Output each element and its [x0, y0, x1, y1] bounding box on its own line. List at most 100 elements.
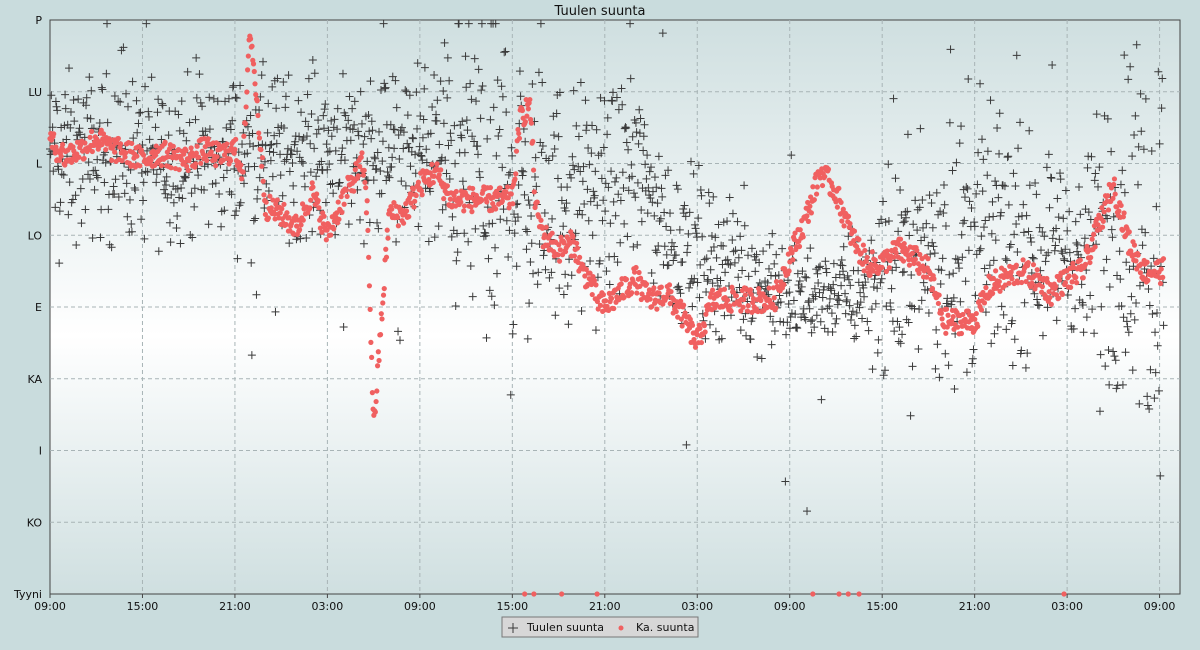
point-tuulen-suunta	[827, 286, 836, 295]
point-tuulen-suunta	[157, 135, 166, 144]
point-tuulen-suunta	[1043, 303, 1052, 312]
point-ka-suunta	[574, 240, 580, 246]
point-ka-suunta	[300, 217, 306, 223]
point-ka-suunta	[380, 292, 387, 298]
point-tuulen-suunta	[515, 67, 524, 76]
point-tuulen-suunta	[123, 212, 132, 221]
point-tuulen-suunta	[1129, 262, 1138, 271]
point-tuulen-suunta	[333, 104, 342, 113]
point-ka-suunta	[681, 302, 687, 308]
point-tuulen-suunta	[192, 93, 201, 102]
point-tuulen-suunta	[652, 183, 661, 192]
point-tuulen-suunta	[232, 207, 241, 216]
point-ka-suunta	[411, 204, 417, 210]
point-tuulen-suunta	[490, 301, 499, 310]
point-tuulen-suunta	[873, 284, 882, 293]
point-tuulen-suunta	[406, 162, 415, 171]
point-ka-suunta	[239, 176, 245, 182]
point-tuulen-suunta	[1078, 301, 1087, 310]
point-tuulen-suunta	[1137, 127, 1146, 136]
point-tuulen-suunta	[977, 232, 986, 241]
point-tuulen-suunta	[1038, 331, 1047, 340]
point-tuulen-suunta	[795, 276, 804, 285]
point-tuulen-suunta	[1008, 316, 1017, 325]
point-tuulen-suunta	[918, 196, 927, 205]
point-ka-suunta	[950, 313, 956, 320]
point-tuulen-suunta	[462, 116, 471, 125]
point-ka-suunta	[368, 339, 374, 345]
x-tick-label: 15:00	[127, 600, 159, 613]
point-tuulen-suunta	[679, 209, 688, 218]
point-tuulen-suunta	[279, 123, 288, 132]
point-tuulen-suunta	[377, 189, 386, 198]
point-ka-suunta	[574, 245, 580, 251]
point-tuulen-suunta	[1128, 152, 1137, 161]
point-ka-suunta	[911, 260, 917, 267]
point-ka-suunta	[1015, 280, 1021, 286]
point-tuulen-suunta	[1073, 240, 1082, 249]
point-tuulen-suunta	[123, 102, 132, 111]
point-ka-suunta	[678, 298, 684, 304]
point-tuulen-suunta	[346, 136, 355, 145]
point-tuulen-suunta	[783, 318, 792, 327]
point-tuulen-suunta	[385, 173, 394, 182]
point-ka-suunta	[1047, 294, 1053, 301]
point-tuulen-suunta	[664, 261, 673, 270]
point-tuulen-suunta	[296, 234, 305, 243]
point-tuulen-suunta	[93, 173, 102, 182]
point-ka-suunta-calm	[522, 591, 528, 597]
point-tuulen-suunta	[169, 198, 178, 207]
point-tuulen-suunta	[1107, 147, 1116, 156]
point-ka-suunta	[556, 242, 562, 248]
point-ka-suunta	[1018, 279, 1025, 286]
point-tuulen-suunta	[952, 158, 961, 167]
point-tuulen-suunta	[930, 249, 939, 258]
point-tuulen-suunta	[458, 117, 467, 126]
point-tuulen-suunta	[248, 129, 257, 138]
point-tuulen-suunta	[1144, 285, 1153, 294]
point-ka-suunta	[406, 214, 412, 220]
point-tuulen-suunta	[447, 136, 456, 145]
point-ka-suunta	[183, 147, 189, 154]
point-tuulen-suunta	[1065, 248, 1074, 257]
point-tuulen-suunta	[629, 242, 638, 251]
point-tuulen-suunta	[378, 137, 387, 146]
point-tuulen-suunta	[994, 193, 1003, 202]
point-tuulen-suunta	[907, 271, 916, 280]
point-tuulen-suunta	[913, 226, 922, 235]
point-tuulen-suunta	[968, 354, 977, 363]
point-ka-suunta	[1112, 191, 1118, 197]
point-tuulen-suunta	[833, 295, 842, 304]
point-tuulen-suunta	[688, 302, 697, 311]
point-tuulen-suunta	[414, 222, 423, 231]
point-tuulen-suunta	[875, 219, 884, 228]
point-tuulen-suunta	[1029, 254, 1038, 263]
point-ka-suunta	[531, 189, 537, 195]
point-tuulen-suunta	[1145, 405, 1154, 414]
point-tuulen-suunta	[1035, 223, 1044, 232]
point-ka-suunta	[1101, 209, 1107, 215]
point-tuulen-suunta	[1046, 173, 1055, 182]
point-tuulen-suunta	[192, 53, 201, 62]
point-tuulen-suunta	[287, 145, 296, 154]
point-tuulen-suunta	[908, 362, 917, 371]
point-tuulen-suunta	[491, 19, 500, 28]
point-tuulen-suunta	[324, 126, 333, 135]
point-ka-suunta	[597, 302, 604, 308]
point-tuulen-suunta	[723, 255, 732, 264]
point-tuulen-suunta	[164, 131, 173, 140]
point-ka-suunta	[618, 281, 624, 287]
point-tuulen-suunta	[748, 314, 757, 323]
point-tuulen-suunta	[101, 158, 110, 167]
point-tuulen-suunta	[617, 84, 626, 93]
point-tuulen-suunta	[960, 193, 969, 202]
point-ka-suunta	[150, 148, 156, 154]
point-ka-suunta	[838, 199, 844, 206]
point-tuulen-suunta	[624, 145, 633, 154]
point-tuulen-suunta	[476, 114, 485, 123]
point-ka-suunta	[497, 185, 503, 191]
point-tuulen-suunta	[548, 152, 557, 161]
point-tuulen-suunta	[854, 266, 863, 275]
point-tuulen-suunta	[348, 104, 357, 113]
